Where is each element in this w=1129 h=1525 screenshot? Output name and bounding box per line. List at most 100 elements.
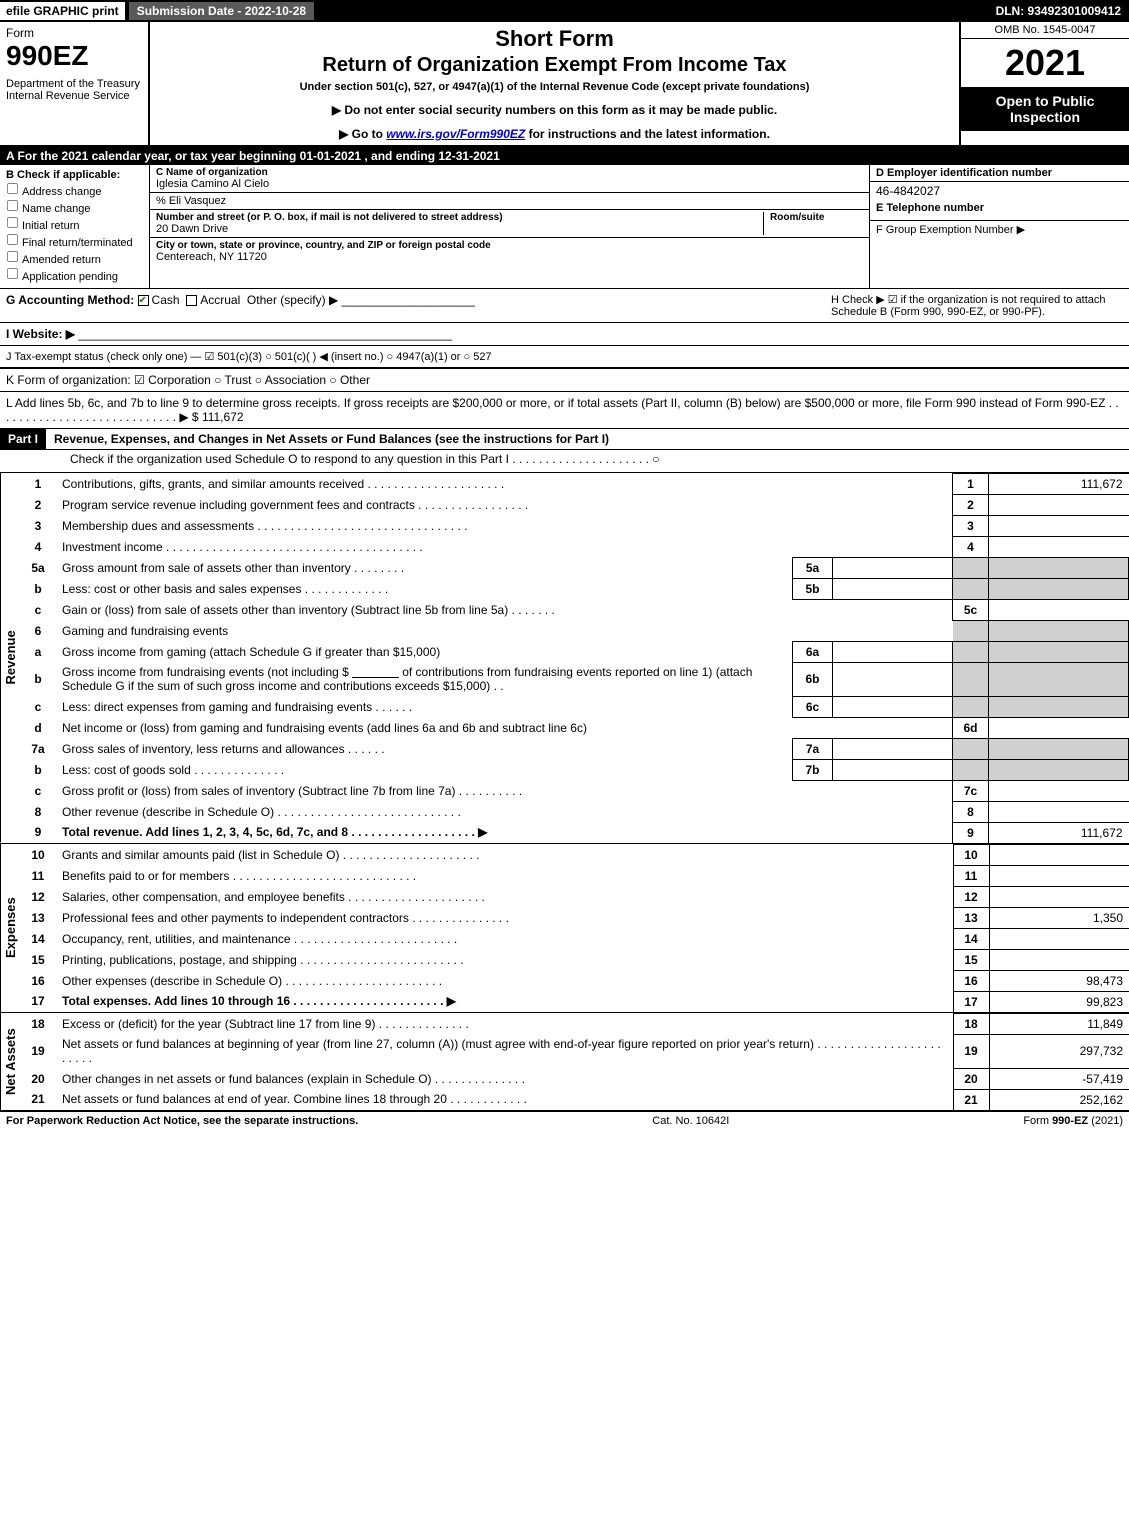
row-a-taxyear: A For the 2021 calendar year, or tax yea… [0,147,1129,165]
under-section: Under section 501(c), 527, or 4947(a)(1)… [158,81,951,93]
line-7b: bLess: cost of goods sold . . . . . . . … [20,759,1129,780]
line-6d: dNet income or (loss) from gaming and fu… [20,717,1129,738]
g-accounting: G Accounting Method: Cash Accrual Other … [6,293,823,318]
h-schedule-b: H Check ▶ ☑ if the organization is not r… [823,293,1123,318]
line-3: 3Membership dues and assessments . . . .… [20,516,1129,537]
line-19: 19Net assets or fund balances at beginni… [20,1034,1129,1068]
expenses-table: 10Grants and similar amounts paid (list … [20,844,1129,1012]
line-18: 18Excess or (deficit) for the year (Subt… [20,1013,1129,1034]
line-6c: cLess: direct expenses from gaming and f… [20,696,1129,717]
d-label: D Employer identification number [870,165,1129,182]
line-12: 12Salaries, other compensation, and empl… [20,886,1129,907]
line-5a: 5aGross amount from sale of assets other… [20,558,1129,579]
submission-date: Submission Date - 2022-10-28 [129,2,314,20]
netassets-section: Net Assets 18Excess or (deficit) for the… [0,1012,1129,1110]
header-right: OMB No. 1545-0047 2021 Open to Public In… [959,22,1129,145]
check-accrual-icon [186,295,197,306]
b-final-return[interactable]: Final return/terminated [6,233,143,249]
line-20: 20Other changes in net assets or fund ba… [20,1068,1129,1089]
line-8: 8Other revenue (describe in Schedule O) … [20,801,1129,822]
form-ref: Form 990-EZ (2021) [1023,1115,1123,1127]
col-def: D Employer identification number 46-4842… [869,165,1129,288]
header-center: Short Form Return of Organization Exempt… [150,22,959,145]
omb: OMB No. 1545-0047 [961,22,1129,39]
section-bcdef: B Check if applicable: Address change Na… [0,165,1129,289]
revenue-table: 1Contributions, gifts, grants, and simil… [20,473,1129,843]
b-amended-return[interactable]: Amended return [6,250,143,266]
revenue-side-label: Revenue [0,473,20,843]
netassets-table: 18Excess or (deficit) for the year (Subt… [20,1013,1129,1110]
form-header: Form 990EZ Department of the Treasury In… [0,22,1129,147]
donot-note: ▶ Do not enter social security numbers o… [158,103,951,117]
line-7c: cGross profit or (loss) from sales of in… [20,780,1129,801]
g-label: G Accounting Method: [6,293,134,307]
line-15: 15Printing, publications, postage, and s… [20,949,1129,970]
c-name-label: C Name of organization [156,167,863,178]
paperwork-notice: For Paperwork Reduction Act Notice, see … [6,1115,358,1127]
care-of: % Eli Vasquez [156,195,863,207]
form-code: 990EZ [6,40,142,72]
goto-post: for instructions and the latest informat… [525,127,770,141]
line-9: 9Total revenue. Add lines 1, 2, 3, 4, 5c… [20,822,1129,843]
top-bar: efile GRAPHIC print Submission Date - 20… [0,0,1129,22]
b-application-pending[interactable]: Application pending [6,267,143,283]
line-16: 16Other expenses (describe in Schedule O… [20,970,1129,991]
line-11: 11Benefits paid to or for members . . . … [20,865,1129,886]
line-4: 4Investment income . . . . . . . . . . .… [20,537,1129,558]
row-l: L Add lines 5b, 6c, and 7b to line 9 to … [0,392,1129,429]
line-10: 10Grants and similar amounts paid (list … [20,844,1129,865]
org-name: Iglesia Camino Al Cielo [156,178,863,190]
c-city-row: City or town, state or province, country… [150,238,869,265]
line-7a: 7aGross sales of inventory, less returns… [20,738,1129,759]
b-initial-return[interactable]: Initial return [6,216,143,232]
line-5b: bLess: cost or other basis and sales exp… [20,579,1129,600]
ein-value: 46-4842027 [870,182,1129,200]
row-gh: G Accounting Method: Cash Accrual Other … [0,289,1129,323]
cat-no: Cat. No. 10642I [652,1115,729,1127]
line-5c: cGain or (loss) from sale of assets othe… [20,600,1129,621]
line-1: 1Contributions, gifts, grants, and simil… [20,474,1129,495]
goto-line: ▶ Go to www.irs.gov/Form990EZ for instru… [158,127,951,141]
form-word: Form [6,26,142,40]
open-inspection: Open to Public Inspection [961,87,1129,131]
c-name-row: C Name of organization Iglesia Camino Al… [150,165,869,193]
room-label: Room/suite [770,212,863,223]
line-14: 14Occupancy, rent, utilities, and mainte… [20,928,1129,949]
line-6b: bGross income from fundraising events (n… [20,662,1129,696]
b-name-change[interactable]: Name change [6,199,143,215]
netassets-side-label: Net Assets [0,1013,20,1110]
goto-pre: ▶ Go to [339,127,386,141]
dept: Department of the Treasury Internal Reve… [6,78,142,102]
goto-link[interactable]: www.irs.gov/Form990EZ [386,127,525,141]
line-6a: aGross income from gaming (attach Schedu… [20,641,1129,662]
row-i: I Website: ▶ ___________________________… [0,323,1129,346]
line-13: 13Professional fees and other payments t… [20,907,1129,928]
part1-sub: Check if the organization used Schedule … [0,450,1129,472]
b-address-change[interactable]: Address change [6,182,143,198]
line-6: 6Gaming and fundraising events [20,621,1129,642]
row-k: K Form of organization: ☑ Corporation ○ … [0,369,1129,392]
addr-label: Number and street (or P. O. box, if mail… [156,212,763,223]
check-cash-icon [138,295,149,306]
city-value: Centereach, NY 11720 [156,251,863,263]
e-label: E Telephone number [870,200,1129,216]
dln: DLN: 93492301009412 [988,2,1129,20]
part1-title: Revenue, Expenses, and Changes in Net As… [46,430,617,448]
addr-value: 20 Dawn Drive [156,223,763,235]
return-title: Return of Organization Exempt From Incom… [158,54,951,77]
i-label: I Website: ▶ [6,327,75,341]
f-label: F Group Exemption Number ▶ [870,220,1129,238]
c-addr-row: Number and street (or P. O. box, if mail… [150,210,869,238]
line-17: 17Total expenses. Add lines 10 through 1… [20,991,1129,1012]
line-21: 21Net assets or fund balances at end of … [20,1089,1129,1110]
tax-year: 2021 [961,39,1129,87]
col-b: B Check if applicable: Address change Na… [0,165,150,288]
expenses-section: Expenses 10Grants and similar amounts pa… [0,843,1129,1012]
page-footer: For Paperwork Reduction Act Notice, see … [0,1110,1129,1130]
part1-header: Part I Revenue, Expenses, and Changes in… [0,429,1129,450]
city-label: City or town, state or province, country… [156,240,863,251]
expenses-side-label: Expenses [0,844,20,1012]
b-title: B Check if applicable: [6,169,143,181]
row-j: J Tax-exempt status (check only one) — ☑… [0,346,1129,369]
short-form-title: Short Form [158,26,951,52]
